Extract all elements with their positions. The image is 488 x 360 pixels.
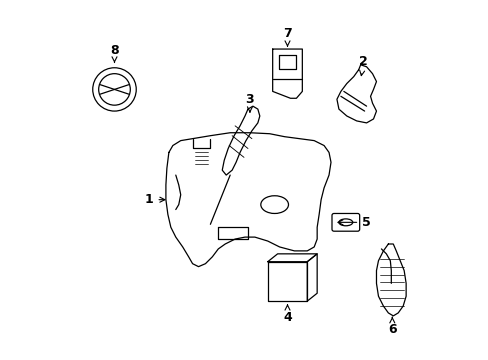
Text: 3: 3 — [245, 93, 254, 112]
Text: 7: 7 — [283, 27, 291, 46]
Text: 5: 5 — [337, 216, 370, 229]
Text: 6: 6 — [387, 318, 396, 336]
Text: 2: 2 — [359, 55, 367, 76]
Text: 1: 1 — [144, 193, 164, 206]
Text: 8: 8 — [110, 44, 119, 62]
Text: 4: 4 — [283, 305, 291, 324]
